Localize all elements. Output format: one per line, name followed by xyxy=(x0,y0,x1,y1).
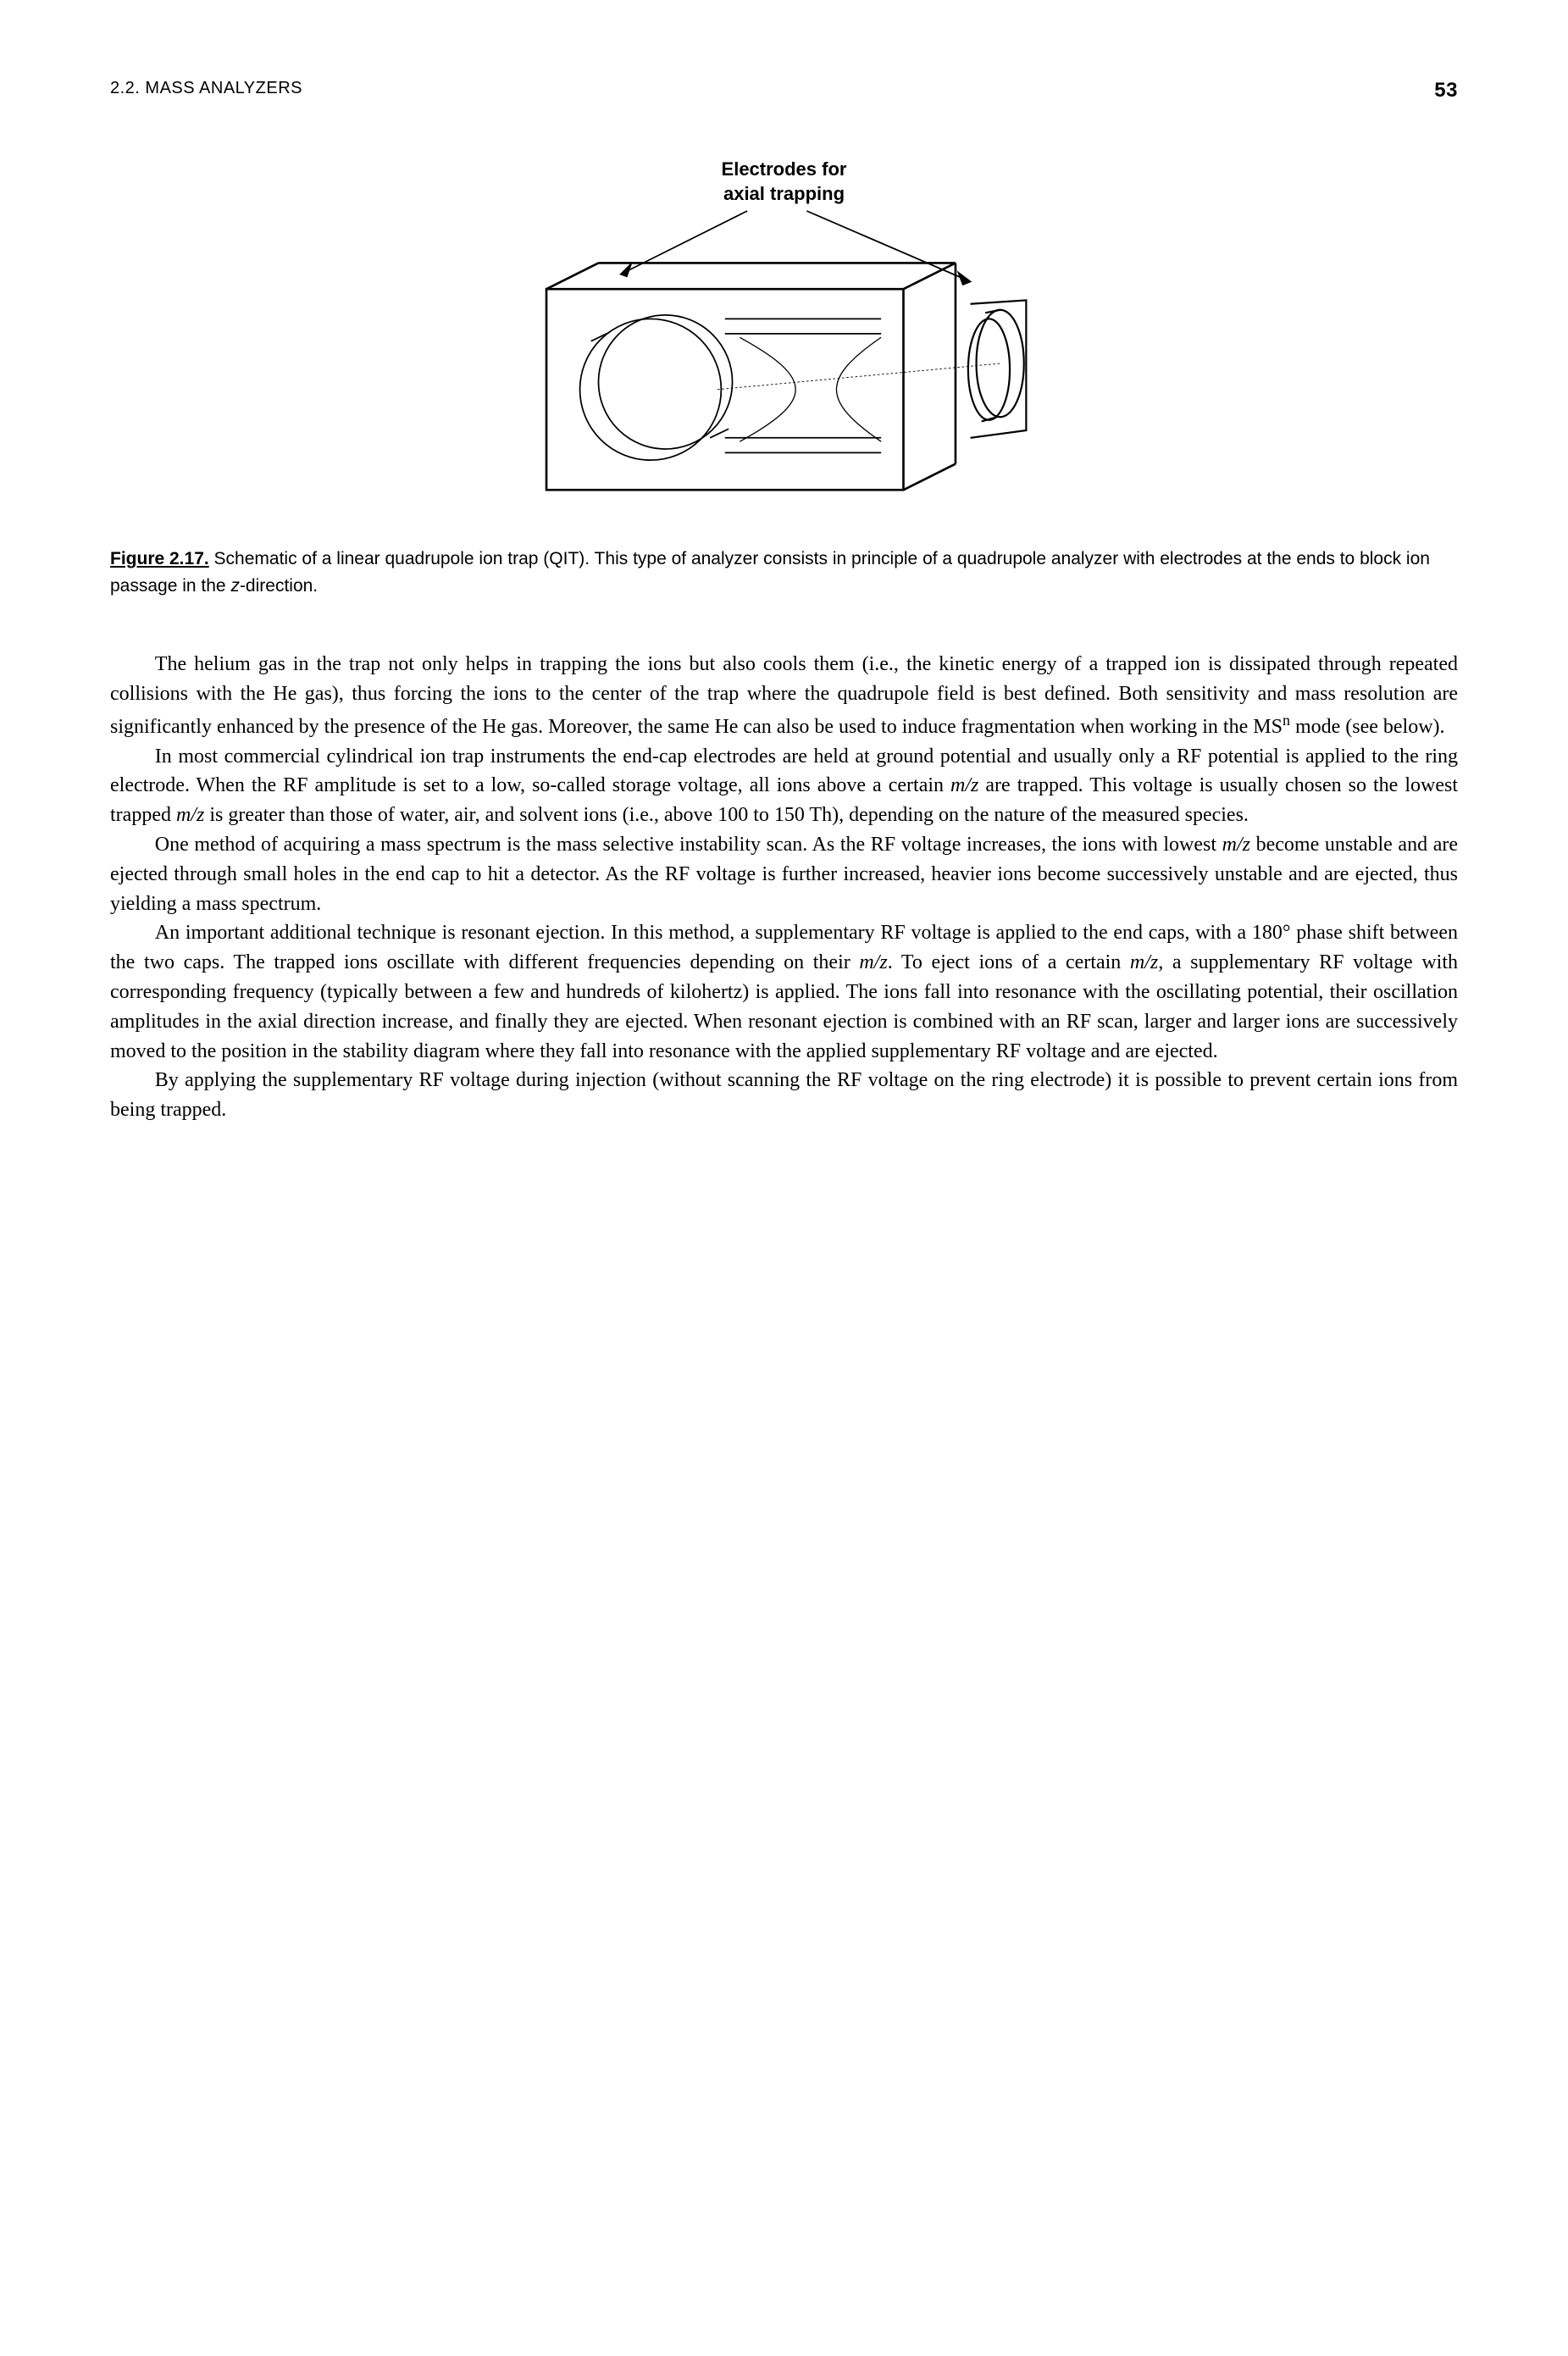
electrode-label-line1: Electrodes for xyxy=(722,158,847,180)
electrode-label-line2: axial trapping xyxy=(723,183,845,204)
paragraph-1: The helium gas in the trap not only help… xyxy=(110,650,1458,741)
paragraph-5: By applying the supplementary RF voltage… xyxy=(110,1066,1458,1125)
figure-caption: Figure 2.17. Schematic of a linear quadr… xyxy=(110,546,1458,599)
p3-text-a: One method of acquiring a mass spectrum … xyxy=(155,834,1222,856)
page-number: 53 xyxy=(1434,76,1458,106)
mz-5: m/z xyxy=(1130,951,1158,973)
caption-lead: Figure 2.17. xyxy=(110,549,209,568)
caption-z-italic: z xyxy=(230,576,240,596)
p5-text: By applying the supplementary RF voltage… xyxy=(110,1069,1458,1121)
qit-schematic-svg xyxy=(479,207,1089,520)
mz-4: m/z xyxy=(859,951,887,973)
paragraph-4: An important additional technique is res… xyxy=(110,918,1458,1066)
p1-text-a: The helium gas in the trap not only help… xyxy=(110,653,1458,738)
electrode-label: Electrodes for axial trapping xyxy=(110,157,1458,207)
p4-text-b: . To eject ions of a certain xyxy=(888,951,1130,973)
p2-text-c: is greater than those of water, air, and… xyxy=(204,804,1249,826)
figure-2-17: Electrodes for axial trapping xyxy=(110,157,1458,520)
mz-1: m/z xyxy=(950,774,978,796)
caption-text-b: -direction. xyxy=(240,576,318,596)
mz-2: m/z xyxy=(176,804,204,826)
section-title: 2.2. MASS ANALYZERS xyxy=(110,76,302,106)
paragraph-3: One method of acquiring a mass spectrum … xyxy=(110,830,1458,918)
paragraph-2: In most commercial cylindrical ion trap … xyxy=(110,742,1458,830)
p1-sup: n xyxy=(1283,712,1290,729)
mz-3: m/z xyxy=(1222,834,1250,856)
p1-text-b: mode (see below). xyxy=(1290,716,1445,738)
running-header: 2.2. MASS ANALYZERS 53 xyxy=(110,76,1458,106)
